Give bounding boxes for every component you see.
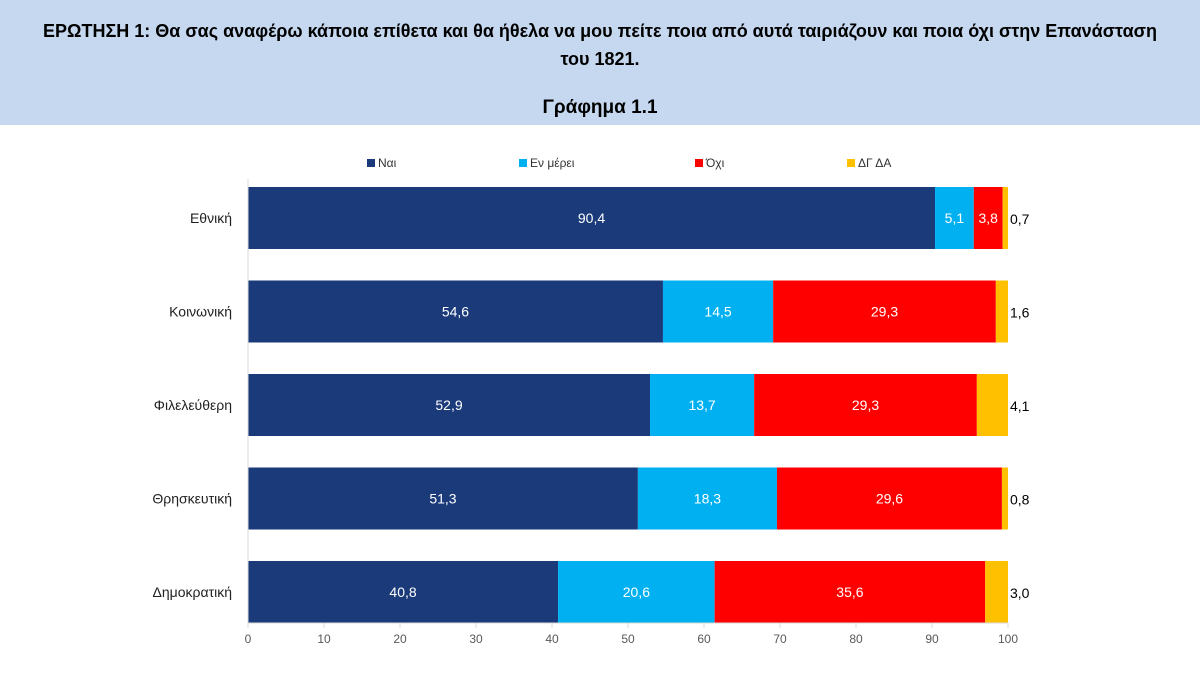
bar-segment: [662, 280, 774, 343]
data-label: 54,6: [442, 304, 469, 320]
data-label: 29,3: [852, 397, 879, 413]
data-label: 90,4: [578, 210, 605, 226]
bar-segment: [985, 561, 1008, 623]
bar-segment: [248, 374, 651, 436]
data-label: 14,5: [704, 304, 731, 320]
data-label: 18,3: [694, 491, 721, 507]
bar-segment: [1001, 467, 1008, 530]
question-text: ΕΡΩΤΗΣΗ 1: Θα σας αναφέρω κάποια επίθετα…: [43, 21, 1157, 69]
bar-segment: [754, 374, 977, 436]
bar-segment: [776, 467, 1002, 530]
data-label: 35,6: [836, 584, 863, 600]
bar-segment: [995, 280, 1008, 343]
bar-segment: [773, 280, 996, 343]
x-tick-label: 40: [545, 632, 559, 646]
data-label: 40,8: [389, 584, 416, 600]
bar-segment: [248, 561, 559, 623]
data-label: 13,7: [688, 397, 715, 413]
category-label: Δημοκρατική: [153, 584, 232, 600]
data-label: 5,1: [945, 210, 965, 226]
legend-swatch-1: [519, 159, 527, 167]
x-tick-label: 20: [393, 632, 407, 646]
bar-segment: [935, 187, 974, 249]
legend-label-2: Όχι: [705, 156, 725, 170]
chart-title: Γράφημα 1.1: [542, 97, 658, 118]
category-label: Φιλελεύθερη: [154, 397, 232, 413]
stacked-bar-chart: Ναι Εν μέρει Όχι ΔΓ ΔΑ Εθνική 90,4 5,1 3,8 0,7 Κο…: [152, 156, 1030, 646]
chart-header: ΕΡΩΤΗΣΗ 1: Θα σας αναφέρω κάποια επίθετα…: [0, 0, 1200, 125]
bar-segment: [650, 374, 755, 436]
bar-segment: [1002, 187, 1008, 249]
x-tick-label: 80: [849, 632, 863, 646]
data-label: 3,8: [979, 210, 999, 226]
legend-swatch-3: [847, 159, 855, 167]
data-label: 52,9: [435, 397, 462, 413]
legend-label-0: Ναι: [378, 156, 397, 170]
data-label: 29,3: [871, 304, 898, 320]
x-tick-label: 100: [998, 632, 1018, 646]
data-label: 51,3: [429, 491, 456, 507]
data-label: 20,6: [623, 584, 650, 600]
legend-swatch-2: [695, 159, 703, 167]
x-tick-label: 60: [697, 632, 711, 646]
bar-segment: [973, 187, 1003, 249]
category-label: Κοινωνική: [169, 304, 232, 320]
legend-label-1: Εν μέρει: [530, 156, 575, 170]
bar-segment: [248, 467, 638, 530]
legend-label-3: ΔΓ ΔΑ: [858, 156, 891, 170]
legend-swatch-0: [367, 159, 375, 167]
data-label: 3,0: [1010, 585, 1030, 601]
data-label: 29,6: [876, 491, 903, 507]
x-tick-label: 50: [621, 632, 635, 646]
x-tick-label: 10: [317, 632, 331, 646]
bar-segment: [637, 467, 777, 530]
bar-segment: [248, 280, 663, 343]
data-label: 0,7: [1010, 211, 1030, 227]
bar-segment: [558, 561, 715, 623]
data-label: 4,1: [1010, 398, 1030, 414]
category-label: Θρησκευτική: [152, 491, 232, 507]
data-label: 1,6: [1010, 305, 1030, 321]
x-tick-label: 30: [469, 632, 483, 646]
x-tick-label: 0: [245, 632, 252, 646]
x-tick-label: 70: [773, 632, 787, 646]
bar-segment: [976, 374, 1008, 436]
data-label: 0,8: [1010, 492, 1030, 508]
category-label: Εθνική: [190, 210, 232, 226]
bar-segment: [248, 187, 936, 249]
x-tick-label: 90: [925, 632, 939, 646]
bar-segment: [714, 561, 986, 623]
